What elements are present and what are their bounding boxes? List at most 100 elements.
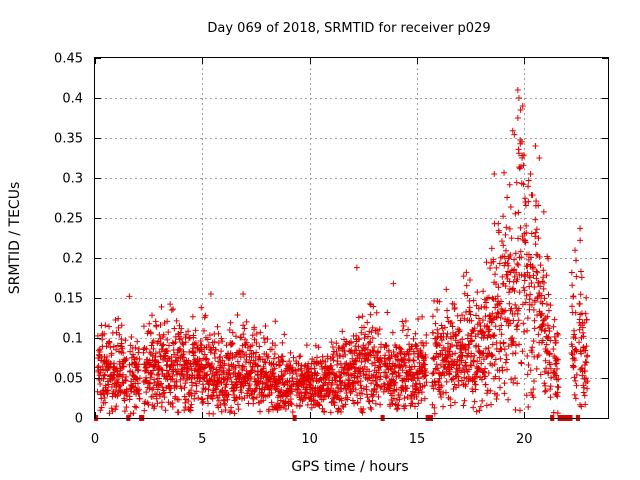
data-point [276,388,283,395]
data-point [190,352,197,359]
data-point [188,387,195,394]
data-point [468,317,475,324]
data-point [314,370,321,377]
y-tick-label: 0 [75,412,83,427]
data-point [158,399,165,406]
data-point [143,345,150,352]
data-point [513,179,520,186]
data-point [509,127,516,134]
data-point [583,343,590,350]
data-point [333,381,340,388]
data-point [514,322,521,329]
data-point [321,408,328,415]
data-point [353,358,360,365]
data-point [197,337,204,344]
data-point [471,325,478,332]
data-point [365,333,372,340]
data-point [576,326,583,333]
data-point [402,317,409,324]
data-point [491,332,498,339]
data-point [551,333,558,340]
data-point [274,394,281,401]
data-point [461,315,468,322]
data-point [503,271,510,278]
data-point [464,292,471,299]
data-point [578,274,585,281]
data-point [437,391,444,398]
data-point [531,378,538,385]
data-point [524,352,531,359]
data-point [97,357,104,364]
data-point [523,392,530,399]
data-point [584,352,591,359]
data-point [333,348,340,355]
data-point [408,375,415,382]
data-point [500,339,507,346]
data-point [509,334,516,341]
data-point [157,322,164,329]
data-point [378,358,385,365]
data-point [431,404,438,411]
data-point [411,350,418,357]
data-point [503,224,510,231]
data-point [175,409,182,416]
data-point [377,401,384,408]
data-point [135,366,142,373]
data-point [390,387,397,394]
data-point [545,255,552,262]
data-point [455,373,462,380]
data-point [407,366,414,373]
data-point [186,389,193,396]
data-point [475,315,482,322]
data-point [238,334,245,341]
data-point [215,397,222,404]
data-point [496,326,503,333]
data-point [439,369,446,376]
data-point [359,409,366,416]
data-points [94,87,591,417]
data-point [577,291,584,298]
data-point [364,319,371,326]
data-point [510,338,517,345]
data-point [387,355,394,362]
data-point [550,346,557,353]
data-point [332,389,339,396]
data-point [226,370,233,377]
data-point [515,209,522,216]
data-point [117,371,124,378]
data-point [200,327,207,334]
data-point [434,365,441,372]
data-point [525,177,532,184]
data-point [389,392,396,399]
data-point [516,407,523,414]
data-point [582,358,589,365]
data-point [185,398,192,405]
data-point [136,375,143,382]
data-point [542,357,549,364]
data-point [525,404,532,411]
data-point [121,397,128,404]
data-point [352,343,359,350]
y-tick-label: 0.3 [62,172,83,187]
data-point [483,390,490,397]
data-point [238,389,245,396]
data-point [553,355,560,362]
data-point [533,365,540,372]
data-point [369,335,376,342]
data-point [178,385,185,392]
data-point [371,343,378,350]
data-point [515,317,522,324]
data-point [545,307,552,314]
data-point [377,354,384,361]
data-point [514,276,521,283]
data-point [353,347,360,354]
data-point [146,385,153,392]
data-point [547,383,554,390]
data-point [235,406,242,413]
data-point [122,357,129,364]
data-point [458,349,465,356]
data-point [120,371,127,378]
data-point [514,87,521,93]
data-point [571,357,578,364]
